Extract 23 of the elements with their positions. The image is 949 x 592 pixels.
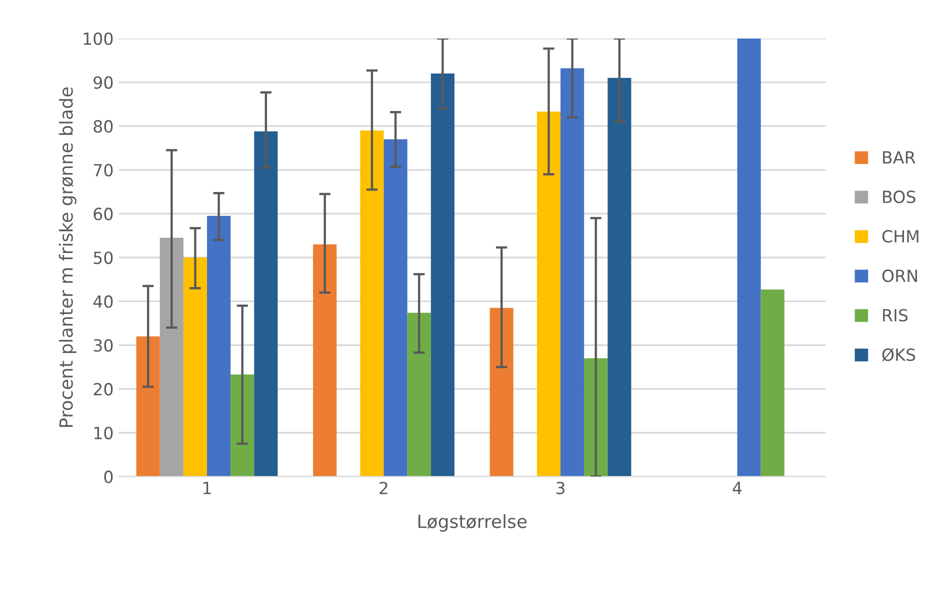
y-axis-title: Procent planter m friske grønne blade [58,87,76,427]
y-tick-label: 50 [94,251,113,264]
y-tick-label: 10 [94,426,113,440]
y-tick-label: 0 [104,470,113,484]
y-tick-label: 80 [94,120,113,133]
y-tick-label: 40 [93,295,113,308]
x-tick-label: 2 [380,482,388,494]
y-tick-label: 30 [94,339,113,352]
x-axis-title: Løgstørrelse [418,514,527,532]
x-tick-label: 4 [732,482,742,494]
legend-label: ØKS [882,348,916,362]
legend-label: BOS [883,190,916,204]
legend-label: ORN [882,269,917,282]
x-tick-label: 3 [556,482,564,494]
y-tick-label: 60 [94,208,113,220]
x-tick-label: 1 [204,482,211,494]
y-tick-label: 70 [94,164,113,176]
y-tick-label: 20 [94,382,113,396]
legend-label: CHM [882,230,918,243]
y-tick-label: 100 [84,32,113,46]
y-tick-label: 90 [94,76,113,89]
legend-label: RIS [883,308,908,322]
legend-label: BAR [883,151,916,164]
